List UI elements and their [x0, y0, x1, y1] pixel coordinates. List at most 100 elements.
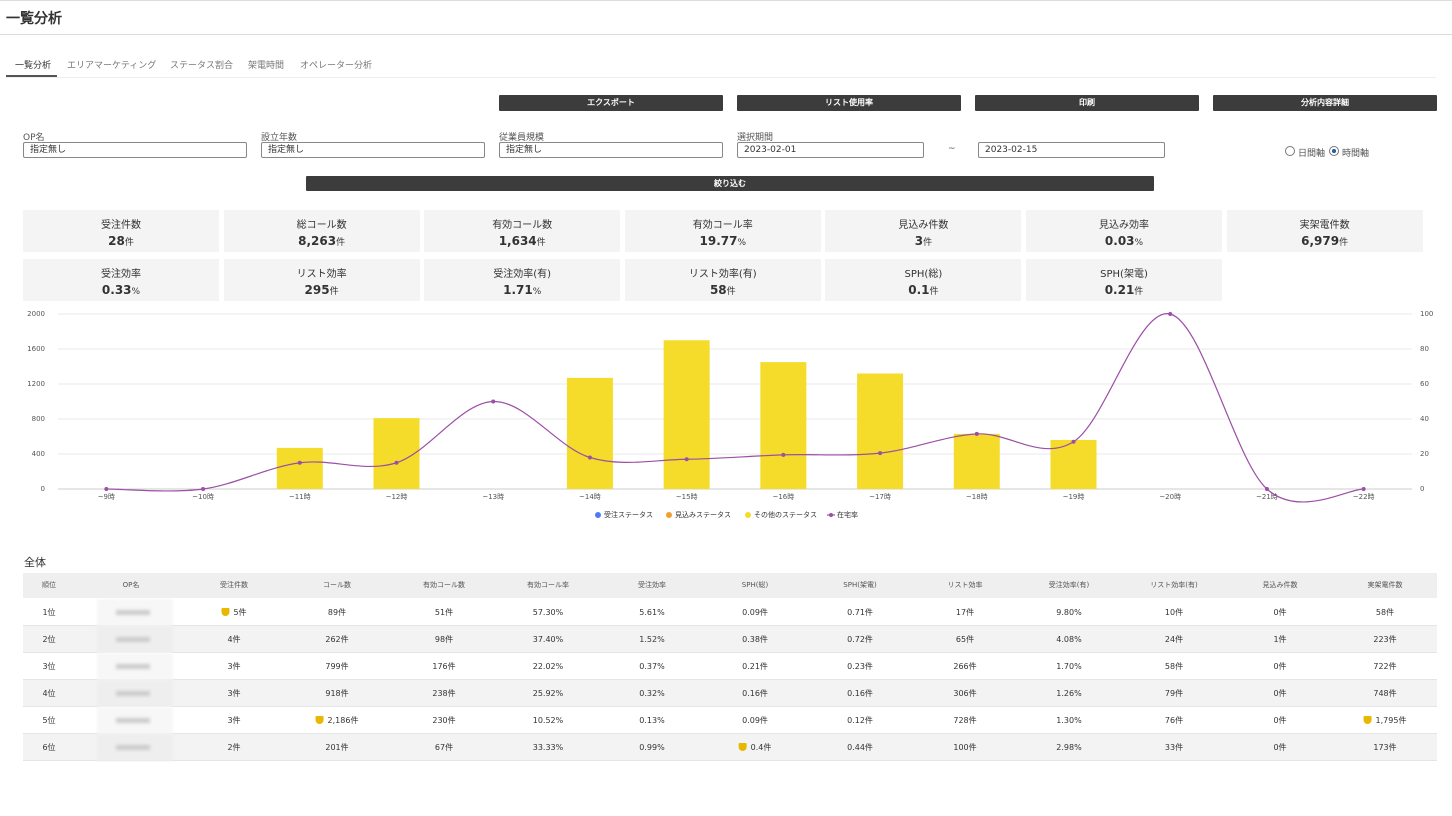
table-cell: 1.30%: [1056, 716, 1082, 725]
table-cell: 799件: [325, 662, 349, 671]
stat-card: 有効コール率 19.77%: [624, 210, 821, 252]
filter-label: 設立年数: [261, 133, 298, 143]
filter-input[interactable]: 指定無し: [499, 142, 723, 158]
table-cell: 0.37%: [639, 662, 665, 671]
table-cell: 9.80%: [1056, 608, 1082, 617]
stat-number: 0.1: [908, 283, 930, 297]
line-point: [587, 455, 592, 460]
stat-value: 28件: [23, 234, 219, 248]
table-cell: 4.08%: [1056, 635, 1082, 644]
table-cell: 0.21件: [742, 662, 768, 671]
table-cell: 1.26%: [1056, 689, 1082, 698]
action-button[interactable]: エクスポート: [499, 95, 723, 111]
y2-tick-label: 20: [1420, 450, 1429, 458]
radio[interactable]: [1329, 146, 1339, 156]
table-cell: 0.38件: [742, 635, 768, 644]
bar: [857, 373, 904, 489]
blurred-text: [116, 718, 150, 723]
blurred-text: [116, 610, 150, 615]
stat-label: 有効コール率: [692, 220, 753, 231]
action-button[interactable]: 分析内容詳細: [1213, 95, 1437, 111]
table-cell: 2位: [42, 635, 56, 644]
blurred-text: [116, 691, 150, 696]
table-cell: 65件: [955, 635, 975, 644]
page-title: 一覧分析: [6, 11, 62, 27]
table-cell: 5位: [42, 716, 56, 725]
tab[interactable]: ステータス割合: [170, 61, 234, 71]
radio-label[interactable]: 時間軸: [1342, 149, 1370, 159]
bar: [566, 377, 613, 489]
chart: 0 400 800 1200 1600 2000 0 20 40 60 80 100 ~9時 ~10時 ~1…: [27, 310, 1433, 519]
stat-unit: 件: [726, 287, 736, 297]
table-cell: 176件: [432, 662, 456, 671]
stat-value: 1,634件: [424, 234, 620, 248]
table-cell: 0件: [1273, 608, 1287, 617]
stat-number: 1.71: [503, 283, 533, 297]
table-cell: 0.32%: [639, 689, 665, 698]
y2-tick-label: 40: [1420, 415, 1429, 423]
table-cell: 5.61%: [639, 608, 665, 617]
stat-number: 58: [709, 283, 727, 297]
action-button[interactable]: リスト使用率: [737, 95, 961, 111]
blurred-text: [116, 664, 150, 669]
cell-text: 0.4件: [750, 743, 772, 752]
stat-card: 総コール数 8,263件: [223, 210, 420, 252]
stat-card: SPH(総) 0.1件: [825, 259, 1022, 301]
table-header: 受注効率: [638, 581, 666, 589]
stat-label: 有効コール数: [492, 220, 553, 231]
stat-number: 28: [108, 234, 125, 248]
radio[interactable]: [1285, 146, 1295, 156]
table-cell: 98件: [434, 635, 454, 644]
stat-value: 0.1件: [825, 283, 1021, 297]
x-tick-label: ~22時: [1353, 493, 1375, 501]
table-cell: 0件: [1273, 743, 1287, 752]
stat-label: 実架電件数: [1299, 220, 1350, 231]
tab[interactable]: 架電時間: [248, 61, 285, 71]
filter-input[interactable]: 指定無し: [23, 142, 247, 158]
table-cell: 728件: [953, 716, 977, 725]
search-button[interactable]: 絞り込む: [306, 176, 1154, 191]
stat-card: 見込み件数 3件: [825, 210, 1022, 252]
table-cell: 0.09件: [742, 716, 768, 725]
stat-card: SPH(架電) 0.21件: [1026, 259, 1222, 301]
date-separator: ~: [948, 144, 956, 154]
line-point: [491, 399, 496, 404]
trophy-icon: [315, 716, 324, 724]
y-tick-label: 2000: [27, 310, 45, 318]
table-cell: 51件: [434, 608, 454, 617]
action-button[interactable]: 印刷: [975, 95, 1199, 111]
cell-text: 2,186件: [327, 716, 359, 725]
table-cell: 2,186件: [315, 707, 359, 734]
tab[interactable]: オペレーター分析: [300, 61, 373, 71]
stat-value: 0.33%: [23, 283, 219, 297]
bar: [760, 362, 807, 489]
y2-tick-label: 0: [1420, 485, 1424, 493]
stat-label: 受注効率: [101, 269, 141, 280]
table-cell: 25.92%: [532, 689, 564, 698]
table-header: 受注件数: [220, 581, 248, 589]
filter-input[interactable]: 2023-02-15: [978, 142, 1165, 158]
stat-card: 有効コール数 1,634件: [424, 210, 621, 252]
table-cell: 0.12件: [847, 716, 873, 725]
filter-label: OP名: [23, 133, 45, 143]
line-point: [974, 431, 979, 436]
table-header: SPH(総): [741, 581, 769, 589]
stat-value: 19.77%: [625, 234, 821, 248]
tab[interactable]: 一覧分析: [15, 61, 52, 71]
table-cell: 2.98%: [1056, 743, 1082, 752]
table-cell: 58件: [1164, 662, 1184, 671]
table-cell: 0.99%: [639, 743, 665, 752]
table-cell: 1,795件: [1363, 707, 1406, 734]
stat-value: 3件: [825, 234, 1021, 248]
filter-input[interactable]: 指定無し: [261, 142, 485, 158]
radio-label[interactable]: 日間軸: [1298, 149, 1326, 159]
table-header: 実架電件数: [1367, 581, 1403, 589]
table-cell: 306件: [953, 689, 977, 698]
table-header-bg: [23, 573, 1437, 598]
trophy-icon: [1363, 716, 1372, 724]
stat-number: 19.77: [699, 234, 738, 248]
x-tick-label: ~20時: [1159, 493, 1181, 501]
tab[interactable]: エリアマーケティング: [67, 61, 157, 71]
filter-input[interactable]: 2023-02-01: [737, 142, 924, 158]
